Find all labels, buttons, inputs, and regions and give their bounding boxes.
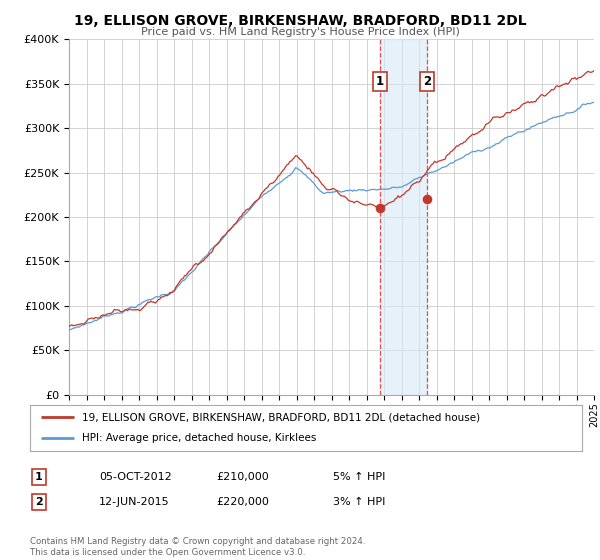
Bar (380, 39, 427, 395)
Text: 1: 1 (376, 76, 383, 88)
Point (422, 195, 431, 204)
Text: £220,000: £220,000 (216, 497, 269, 507)
Text: 19, ELLISON GROVE, BIRKENSHAW, BRADFORD, BD11 2DL (detached house): 19, ELLISON GROVE, BIRKENSHAW, BRADFORD,… (82, 412, 481, 422)
Text: 2: 2 (423, 76, 431, 88)
Text: 19, ELLISON GROVE, BIRKENSHAW, BRADFORD, BD11 2DL: 19, ELLISON GROVE, BIRKENSHAW, BRADFORD,… (74, 14, 526, 28)
Text: 2: 2 (35, 497, 43, 507)
Text: Price paid vs. HM Land Registry's House Price Index (HPI): Price paid vs. HM Land Registry's House … (140, 27, 460, 37)
Text: Contains HM Land Registry data © Crown copyright and database right 2024.
This d: Contains HM Land Registry data © Crown c… (30, 537, 365, 557)
Text: 3% ↑ HPI: 3% ↑ HPI (333, 497, 385, 507)
Text: 05-OCT-2012: 05-OCT-2012 (99, 472, 172, 482)
Point (375, 204, 385, 213)
Text: HPI: Average price, detached house, Kirklees: HPI: Average price, detached house, Kirk… (82, 433, 317, 444)
Text: 1: 1 (35, 472, 43, 482)
Text: 12-JUN-2015: 12-JUN-2015 (99, 497, 170, 507)
Text: £210,000: £210,000 (216, 472, 269, 482)
Text: 5% ↑ HPI: 5% ↑ HPI (333, 472, 385, 482)
